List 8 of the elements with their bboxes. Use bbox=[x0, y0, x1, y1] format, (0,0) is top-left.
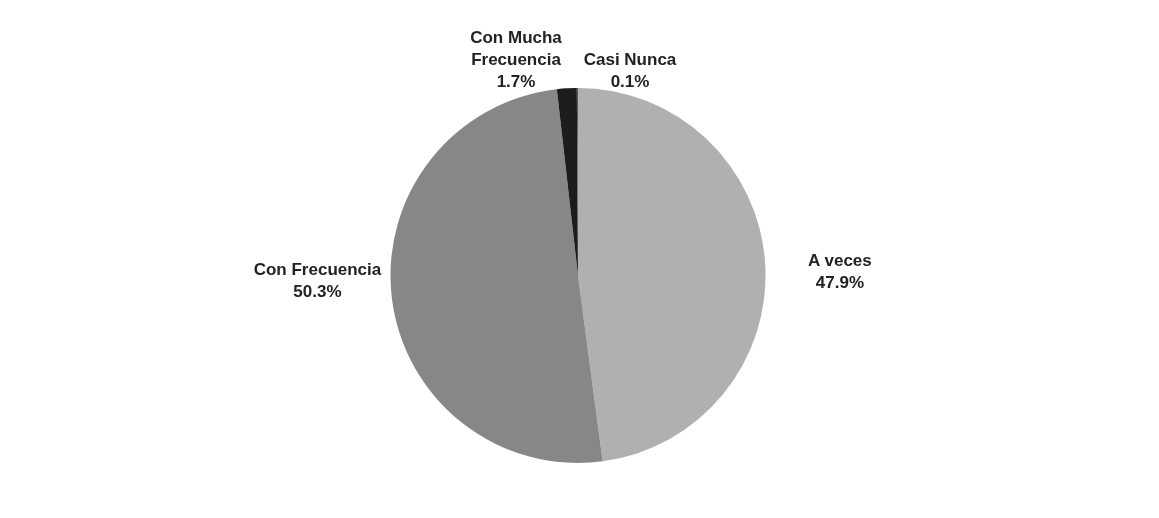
data-label: 0.1% bbox=[610, 71, 650, 91]
data-label: 47.9% bbox=[815, 273, 865, 293]
slice-label: Con Frecuencia bbox=[253, 259, 382, 279]
slice-label: Con Mucha Frecuencia bbox=[470, 27, 563, 69]
slice-label: Casi Nunca bbox=[583, 49, 677, 69]
data-label: 1.7% bbox=[496, 71, 536, 91]
data-label: 50.3% bbox=[293, 281, 342, 301]
slice-label: A veces bbox=[808, 251, 872, 271]
